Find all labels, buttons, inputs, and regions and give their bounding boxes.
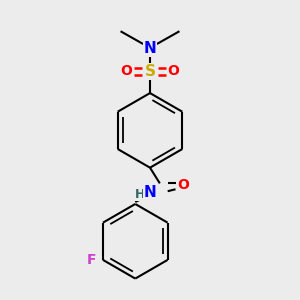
Text: N: N [144,41,156,56]
Text: O: O [121,64,132,79]
Text: S: S [145,64,155,79]
Text: O: O [168,64,179,79]
Text: N: N [144,185,156,200]
Text: H: H [135,188,146,201]
Text: O: O [177,178,189,192]
Text: F: F [86,253,96,267]
